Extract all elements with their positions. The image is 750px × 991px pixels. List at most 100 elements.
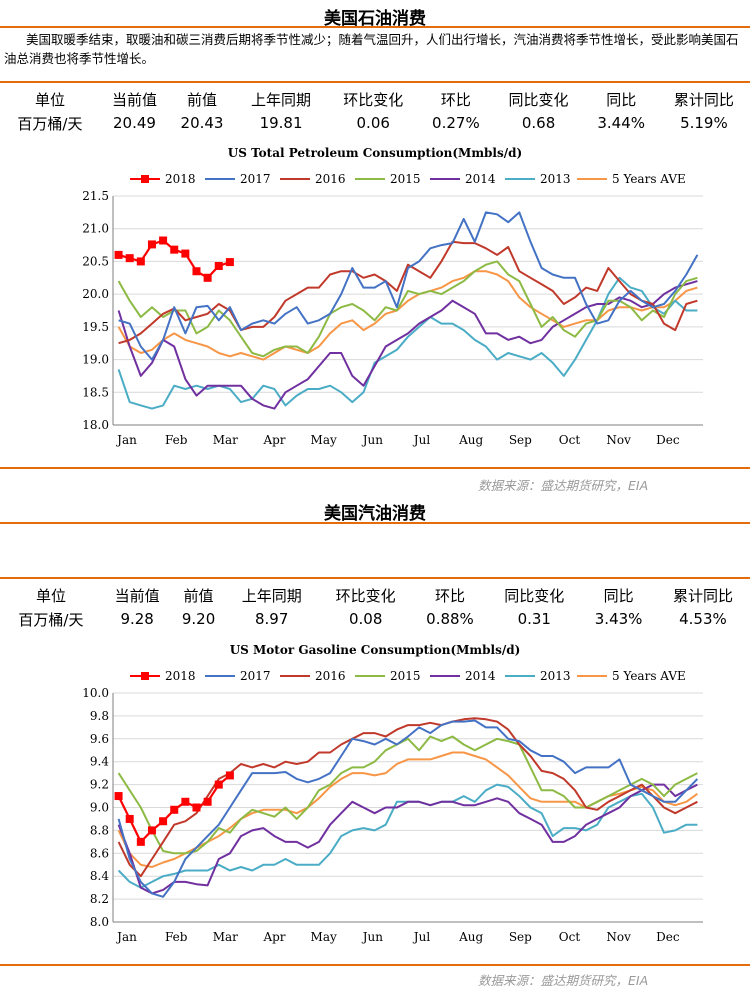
x-tick-label: Apr — [262, 930, 285, 944]
data-point — [225, 771, 234, 780]
stats-header-cell: 同比 — [606, 90, 637, 109]
stats-table-petroleum: 单位 当前值 前值 上年同期 环比变化 环比 同比变化 同比 累计同比 百万桶/… — [0, 87, 750, 135]
series-line-5-years-ave — [117, 751, 698, 868]
chart-title: US Motor Gasoline Consumption(Mmbls/d) — [229, 643, 521, 657]
stats-value-cell: 0.27% — [432, 114, 480, 132]
legend-label: 2016 — [315, 172, 346, 186]
stats-value-cell: 0.08 — [348, 610, 383, 628]
x-tick-label: Mar — [213, 930, 238, 944]
stats-header-cell: 当前值 — [114, 586, 160, 605]
x-tick-label: Jun — [361, 433, 384, 447]
stats-value-cell: 9.28 — [120, 610, 154, 628]
y-tick-label: 19.0 — [82, 353, 109, 367]
legend-marker — [141, 672, 149, 680]
legend-label: 5 Years AVE — [612, 669, 686, 683]
data-point — [225, 258, 234, 267]
stats-value-row: 百万桶/天 9.28 9.20 8.97 0.08 0.88% 0.31 3.4… — [0, 607, 750, 631]
stats-value-cell: 0.68 — [521, 114, 556, 132]
x-tick-label: Jul — [412, 930, 431, 944]
x-tick-label: Aug — [458, 433, 483, 447]
data-point — [136, 837, 145, 846]
stats-value-cell: 3.44% — [597, 114, 646, 132]
y-tick-label: 21.0 — [82, 222, 109, 236]
x-tick-label: Feb — [165, 433, 188, 447]
data-point — [159, 817, 168, 826]
stats-value-cell: 0.88% — [426, 610, 474, 628]
y-tick-label: 19.5 — [82, 320, 109, 334]
y-tick-label: 9.0 — [90, 801, 109, 815]
stats-header-cell: 累计同比 — [672, 586, 733, 605]
x-tick-label: May — [311, 433, 337, 447]
stats-header-cell: 单位 — [35, 586, 66, 605]
y-tick-label: 9.2 — [90, 778, 109, 792]
stats-value-cell: 5.19% — [680, 114, 728, 132]
stats-header-cell: 当前值 — [111, 90, 157, 109]
x-tick-label: Jan — [115, 433, 137, 447]
legend-label: 2018 — [165, 172, 196, 186]
x-tick-label: May — [311, 930, 337, 944]
data-point — [192, 267, 201, 276]
stats-header-cell: 上年同期 — [251, 90, 312, 109]
y-tick-label: 9.6 — [90, 732, 109, 746]
data-point — [214, 262, 223, 271]
data-point — [170, 245, 179, 254]
legend-label: 2017 — [240, 669, 271, 683]
stats-header-cell: 同比 — [603, 586, 634, 605]
petroleum-consumption-chart: 18.0 18.5 19.0 19.5 20.0 20.5 21.0 21.5 Jan Feb Ma… — [82, 172, 703, 447]
stats-value-cell: 20.43 — [180, 114, 224, 132]
data-point — [125, 814, 134, 823]
data-source-note: 数据来源：盛达期货研究，EIA — [478, 478, 649, 493]
y-tick-label: 18.5 — [82, 385, 109, 399]
data-point — [147, 240, 156, 249]
legend-label: 5 Years AVE — [612, 172, 686, 186]
x-tick-label: Dec — [656, 930, 680, 944]
stats-header-row: 单位 当前值 前值 上年同期 环比变化 环比 同比变化 同比 累计同比 — [0, 583, 750, 607]
legend-label: 2014 — [465, 172, 496, 186]
data-point — [170, 805, 179, 814]
section-divider — [0, 577, 750, 579]
gasoline-consumption-chart: 8.0 8.2 8.4 8.6 8.8 9.0 9.2 9.4 9.6 9.8 10.0 Jan Feb… — [82, 669, 703, 944]
data-point — [192, 803, 201, 812]
data-point — [114, 792, 123, 801]
x-tick-label: Mar — [213, 433, 238, 447]
legend-label: 2013 — [540, 172, 571, 186]
chart-title: US Total Petroleum Consumption(Mmbls/d) — [227, 146, 523, 160]
y-tick-label: 8.4 — [90, 869, 109, 883]
data-point — [114, 250, 123, 259]
data-point — [203, 273, 212, 282]
y-tick-label: 10.0 — [82, 686, 109, 700]
x-tick-label: Oct — [559, 433, 581, 447]
x-tick-label: Nov — [606, 930, 631, 944]
section-divider — [0, 26, 750, 28]
legend-label: 2014 — [465, 669, 496, 683]
data-point — [136, 257, 145, 266]
stats-header-cell: 环比 — [440, 90, 471, 109]
stats-value-cell: 0.06 — [356, 114, 390, 132]
stats-header-cell: 前值 — [187, 90, 218, 109]
legend-label: 2017 — [240, 172, 271, 186]
legend-label: 2013 — [540, 669, 571, 683]
stats-header-cell: 同比变化 — [504, 586, 565, 605]
stats-value-cell: 百万桶/天 — [17, 114, 83, 133]
stats-value-row: 百万桶/天 20.49 20.43 19.81 0.06 0.27% 0.68 … — [0, 111, 750, 135]
stats-header-cell: 环比 — [434, 586, 465, 605]
y-tick-label: 8.6 — [90, 846, 109, 860]
x-tick-label: Feb — [165, 930, 188, 944]
stats-value-cell: 8.97 — [254, 610, 289, 628]
section-divider — [0, 467, 750, 469]
stats-value-cell: 9.20 — [181, 610, 216, 628]
data-point — [203, 797, 212, 806]
legend-label: 2016 — [315, 669, 346, 683]
section-divider — [0, 964, 750, 966]
y-tick-label: 20.5 — [82, 254, 109, 268]
data-point — [125, 254, 134, 263]
stats-header-cell: 前值 — [183, 586, 214, 605]
series-line-2015 — [117, 735, 698, 855]
series-line-2016 — [117, 717, 698, 878]
x-tick-label: Dec — [656, 433, 680, 447]
x-tick-label: Aug — [458, 930, 483, 944]
y-tick-label: 18.0 — [82, 418, 109, 432]
data-point — [214, 780, 223, 789]
stats-value-cell: 0.31 — [517, 610, 551, 628]
y-tick-label: 8.2 — [90, 892, 109, 906]
